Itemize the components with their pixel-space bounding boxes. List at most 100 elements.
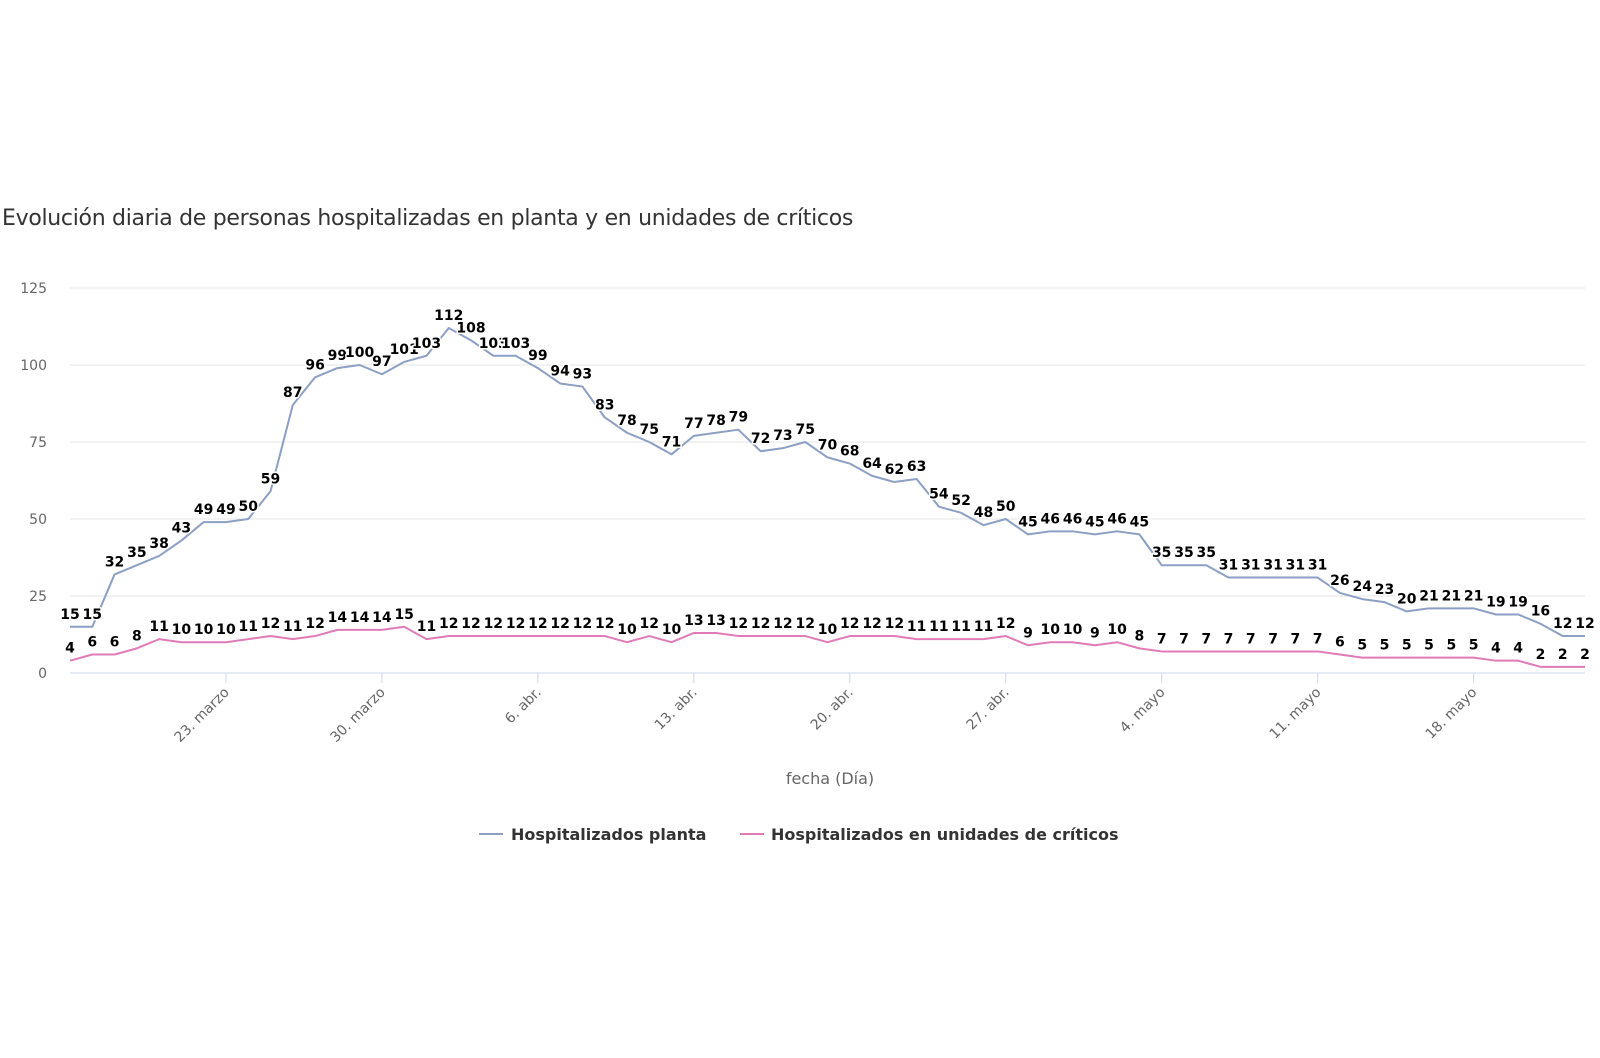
- x-tick-label: 6. abr.: [502, 685, 545, 728]
- data-label-criticos: 5: [1380, 638, 1390, 654]
- data-label-criticos: 14: [350, 610, 370, 626]
- series-line-planta[interactable]: [70, 327, 1585, 638]
- data-label-criticos: 12: [506, 616, 525, 632]
- data-label-criticos: 4: [65, 641, 75, 657]
- data-label-criticos: 7: [1157, 631, 1167, 647]
- data-label-planta: 79: [729, 410, 748, 426]
- data-label-planta: 35: [1174, 545, 1193, 561]
- data-label-planta: 112: [434, 308, 463, 324]
- data-label-criticos: 7: [1246, 631, 1256, 647]
- data-label-criticos: 15: [394, 607, 413, 623]
- data-label-planta: 70: [818, 437, 838, 453]
- x-tick-label: 18. mayo: [1423, 685, 1481, 743]
- data-label-criticos: 11: [974, 619, 993, 635]
- data-label-criticos: 9: [1023, 625, 1033, 641]
- data-label-planta: 15: [60, 607, 79, 623]
- y-tick-label: 50: [29, 512, 47, 528]
- data-label-criticos: 12: [439, 616, 458, 632]
- data-label-criticos: 12: [840, 616, 859, 632]
- series-layer: [69, 327, 1585, 668]
- data-label-planta: 77: [684, 416, 703, 432]
- data-label-criticos: 10: [1063, 622, 1083, 638]
- data-label-criticos: 10: [1041, 622, 1061, 638]
- data-label-criticos: 10: [172, 622, 192, 638]
- data-label-planta: 101: [390, 342, 419, 358]
- y-tick-label: 125: [20, 281, 47, 297]
- data-label-criticos: 11: [929, 619, 948, 635]
- legend-item-planta[interactable]: Hospitalizados planta: [479, 825, 706, 844]
- data-label-planta: 21: [1442, 588, 1461, 604]
- data-label-criticos: 8: [132, 628, 142, 644]
- x-axis: 23. marzo 30. marzo 6. abr. 13. abr. 20. abr…: [172, 673, 1481, 746]
- data-label-planta: 31: [1263, 558, 1282, 574]
- data-label-criticos: 11: [417, 619, 436, 635]
- data-label-planta: 46: [1041, 511, 1060, 527]
- data-label-criticos: 5: [1446, 638, 1456, 654]
- data-label-planta: 97: [372, 354, 391, 370]
- legend-item-criticos[interactable]: Hospitalizados en unidades de críticos: [740, 825, 1119, 844]
- data-label-planta: 16: [1531, 604, 1550, 620]
- data-label-criticos: 7: [1201, 631, 1211, 647]
- data-label-planta: 21: [1464, 588, 1483, 604]
- data-label-criticos: 7: [1290, 631, 1300, 647]
- data-label-planta: 83: [595, 397, 614, 413]
- data-label-criticos: 12: [595, 616, 614, 632]
- data-label-criticos: 12: [573, 616, 592, 632]
- x-tick-label: 4. mayo: [1117, 685, 1169, 737]
- data-label-planta: 87: [283, 385, 302, 401]
- data-label-criticos: 12: [751, 616, 770, 632]
- data-label-planta: 31: [1308, 558, 1327, 574]
- data-label-planta: 21: [1419, 588, 1438, 604]
- data-label-planta: 31: [1219, 558, 1238, 574]
- y-tick-label: 0: [38, 666, 47, 682]
- legend-label-planta: Hospitalizados planta: [511, 825, 706, 844]
- data-label-criticos: 12: [484, 616, 503, 632]
- data-label-planta: 94: [550, 363, 570, 379]
- data-label-planta: 49: [216, 502, 235, 518]
- data-label-planta: 50: [238, 499, 258, 515]
- data-label-criticos: 10: [818, 622, 838, 638]
- series-line-criticos[interactable]: [69, 625, 1585, 668]
- data-label-planta: 31: [1286, 558, 1305, 574]
- data-label-planta: 26: [1330, 573, 1349, 589]
- data-label-criticos: 11: [907, 619, 926, 635]
- data-label-criticos: 2: [1558, 647, 1568, 663]
- data-label-planta: 71: [662, 434, 681, 450]
- data-label-planta: 68: [840, 444, 859, 460]
- chart-title: Evolución diaria de personas hospitaliza…: [2, 206, 854, 231]
- data-label-criticos: 12: [261, 616, 280, 632]
- data-label-criticos: 10: [216, 622, 236, 638]
- data-label-planta: 32: [105, 554, 124, 570]
- data-label-criticos: 5: [1424, 638, 1434, 654]
- data-label-planta: 54: [929, 487, 949, 503]
- data-label-criticos: 9: [1090, 625, 1100, 641]
- data-label-planta: 99: [528, 348, 547, 364]
- data-label-planta: 31: [1241, 558, 1260, 574]
- data-label-planta: 100: [345, 345, 374, 361]
- data-label-criticos: 6: [1335, 635, 1345, 651]
- data-label-planta: 50: [996, 499, 1016, 515]
- data-label-criticos: 6: [87, 635, 97, 651]
- data-label-criticos: 5: [1357, 638, 1367, 654]
- data-label-criticos: 11: [149, 619, 168, 635]
- data-label-planta: 35: [1197, 545, 1216, 561]
- data-label-planta: 19: [1508, 594, 1527, 610]
- data-label-planta: 75: [795, 422, 814, 438]
- data-label-planta: 103: [479, 336, 508, 352]
- data-label-planta: 73: [773, 428, 792, 444]
- data-label-criticos: 12: [795, 616, 814, 632]
- legend[interactable]: Hospitalizados planta Hospitalizados en …: [479, 825, 1119, 844]
- data-label-criticos: 8: [1135, 628, 1145, 644]
- data-label-planta: 52: [951, 493, 970, 509]
- data-label-criticos: 13: [684, 613, 703, 629]
- data-label-planta: 62: [885, 462, 904, 478]
- data-label-criticos: 5: [1469, 638, 1479, 654]
- data-label-criticos: 14: [372, 610, 392, 626]
- data-label-planta: 19: [1486, 594, 1505, 610]
- data-label-criticos: 12: [528, 616, 547, 632]
- data-label-planta: 12: [1553, 616, 1572, 632]
- data-label-criticos: 2: [1536, 647, 1546, 663]
- data-label-criticos: 12: [885, 616, 904, 632]
- data-label-criticos: 7: [1268, 631, 1278, 647]
